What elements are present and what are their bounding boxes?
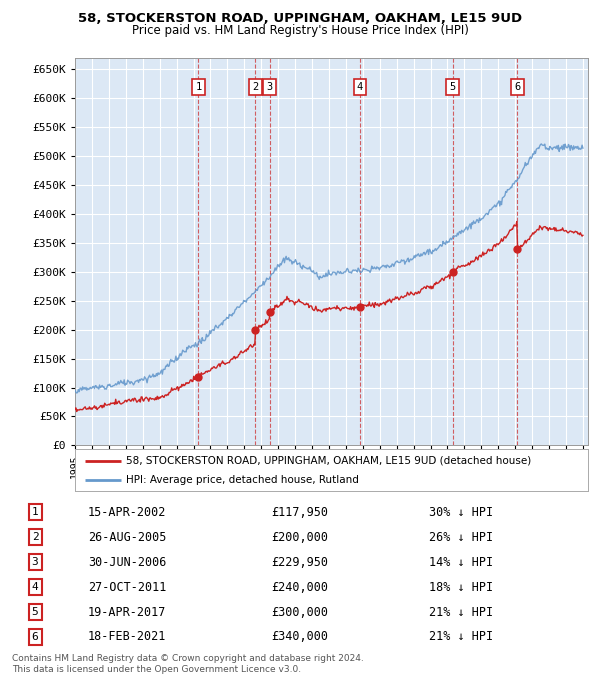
Text: 4: 4 [32, 582, 38, 592]
Text: 18% ↓ HPI: 18% ↓ HPI [429, 581, 493, 594]
Text: 3: 3 [32, 557, 38, 567]
Text: 6: 6 [32, 632, 38, 642]
Text: £240,000: £240,000 [271, 581, 329, 594]
Text: £200,000: £200,000 [271, 530, 329, 544]
Text: 1: 1 [195, 82, 202, 92]
Text: 4: 4 [356, 82, 363, 92]
Text: 1: 1 [32, 507, 38, 517]
Text: 21% ↓ HPI: 21% ↓ HPI [429, 630, 493, 643]
Text: 30% ↓ HPI: 30% ↓ HPI [429, 506, 493, 519]
Text: £300,000: £300,000 [271, 605, 329, 619]
Text: 58, STOCKERSTON ROAD, UPPINGHAM, OAKHAM, LE15 9UD: 58, STOCKERSTON ROAD, UPPINGHAM, OAKHAM,… [78, 12, 522, 24]
Text: £229,950: £229,950 [271, 556, 329, 568]
Text: 26-AUG-2005: 26-AUG-2005 [88, 530, 166, 544]
Text: 6: 6 [514, 82, 521, 92]
Text: 18-FEB-2021: 18-FEB-2021 [88, 630, 166, 643]
Text: 26% ↓ HPI: 26% ↓ HPI [429, 530, 493, 544]
Text: 58, STOCKERSTON ROAD, UPPINGHAM, OAKHAM, LE15 9UD (detached house): 58, STOCKERSTON ROAD, UPPINGHAM, OAKHAM,… [127, 456, 532, 466]
Text: 5: 5 [32, 607, 38, 617]
Text: 14% ↓ HPI: 14% ↓ HPI [429, 556, 493, 568]
Text: 30-JUN-2006: 30-JUN-2006 [88, 556, 166, 568]
Text: 2: 2 [32, 532, 38, 542]
Text: 21% ↓ HPI: 21% ↓ HPI [429, 605, 493, 619]
Text: 2: 2 [252, 82, 259, 92]
Text: £117,950: £117,950 [271, 506, 329, 519]
Text: 5: 5 [449, 82, 455, 92]
Text: 19-APR-2017: 19-APR-2017 [88, 605, 166, 619]
Text: 27-OCT-2011: 27-OCT-2011 [88, 581, 166, 594]
Text: Contains HM Land Registry data © Crown copyright and database right 2024.
This d: Contains HM Land Registry data © Crown c… [12, 654, 364, 674]
Text: 3: 3 [266, 82, 273, 92]
Text: £340,000: £340,000 [271, 630, 329, 643]
Text: Price paid vs. HM Land Registry's House Price Index (HPI): Price paid vs. HM Land Registry's House … [131, 24, 469, 37]
Text: HPI: Average price, detached house, Rutland: HPI: Average price, detached house, Rutl… [127, 475, 359, 486]
Text: 15-APR-2002: 15-APR-2002 [88, 506, 166, 519]
